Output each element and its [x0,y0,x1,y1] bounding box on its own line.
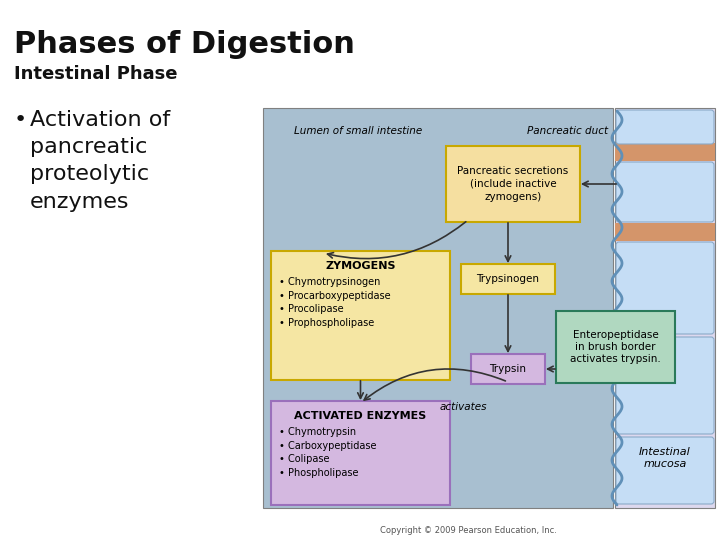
Text: Intestinal
mucosa: Intestinal mucosa [639,447,691,469]
FancyBboxPatch shape [271,401,450,505]
FancyBboxPatch shape [616,162,714,222]
FancyBboxPatch shape [615,108,715,508]
Text: ZYMOGENS: ZYMOGENS [325,261,396,271]
Text: •: • [14,110,27,130]
FancyBboxPatch shape [615,143,715,161]
Text: Trypsin: Trypsin [490,364,526,374]
FancyBboxPatch shape [615,223,715,241]
Text: Activation of
pancreatic
proteolytic
enzymes: Activation of pancreatic proteolytic enz… [30,110,170,212]
Text: Phases of Digestion: Phases of Digestion [14,30,355,59]
Text: Pancreatic secretions
(include inactive
zymogens): Pancreatic secretions (include inactive … [457,166,569,202]
Text: Trypsinogen: Trypsinogen [477,274,539,284]
Text: Pancreatic duct: Pancreatic duct [528,126,608,136]
FancyBboxPatch shape [446,146,580,222]
FancyBboxPatch shape [616,337,714,434]
Text: Copyright © 2009 Pearson Education, Inc.: Copyright © 2009 Pearson Education, Inc. [379,526,557,535]
FancyBboxPatch shape [461,264,555,294]
FancyBboxPatch shape [616,110,714,144]
FancyBboxPatch shape [616,242,714,334]
FancyBboxPatch shape [471,354,545,384]
FancyBboxPatch shape [271,251,450,380]
Text: • Chymotrypsinogen
• Procarboxypeptidase
• Procolipase
• Prophospholipase: • Chymotrypsinogen • Procarboxypeptidase… [279,277,391,328]
Text: Lumen of small intestine: Lumen of small intestine [294,126,422,136]
Text: ACTIVATED ENZYMES: ACTIVATED ENZYMES [294,411,427,421]
FancyBboxPatch shape [263,108,613,508]
Text: • Chymotrypsin
• Carboxypeptidase
• Colipase
• Phospholipase: • Chymotrypsin • Carboxypeptidase • Coli… [279,427,377,478]
FancyBboxPatch shape [616,437,714,504]
Text: Enteropeptidase
in brush border
activates trypsin.: Enteropeptidase in brush border activate… [570,329,661,364]
Text: activates: activates [439,402,487,412]
FancyBboxPatch shape [556,311,675,383]
Text: Intestinal Phase: Intestinal Phase [14,65,178,83]
